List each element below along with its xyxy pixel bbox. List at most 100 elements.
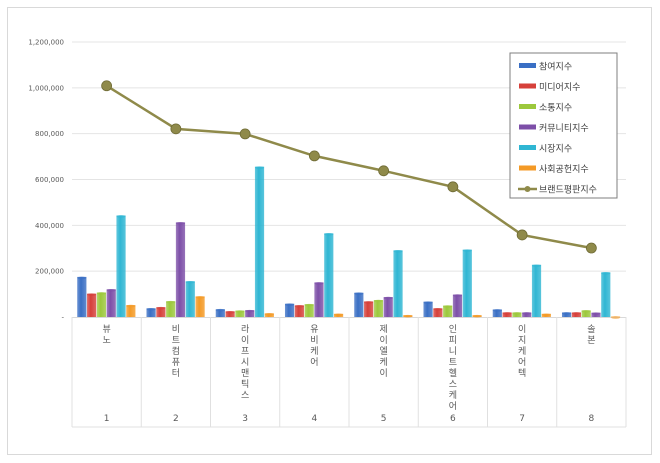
category-label-char: 제 bbox=[379, 324, 387, 335]
bar-커뮤니티지수 bbox=[452, 294, 463, 317]
bar-cap bbox=[146, 307, 156, 311]
category-label-char: 프 bbox=[241, 347, 249, 357]
bar-cap bbox=[96, 292, 107, 295]
line-point bbox=[308, 150, 320, 162]
bar-cap bbox=[433, 307, 443, 311]
bar-참여지수 bbox=[284, 303, 295, 317]
category-label-char: 이 bbox=[518, 324, 526, 335]
bar-cap bbox=[502, 312, 512, 315]
category-label-char: 시 bbox=[241, 357, 249, 368]
bar-시장지수 bbox=[601, 272, 611, 317]
bar-cap bbox=[304, 303, 314, 307]
bar-소통지수 bbox=[166, 301, 176, 317]
bar-cap bbox=[512, 312, 522, 315]
bar-cap bbox=[403, 314, 413, 318]
bar-소통지수 bbox=[235, 310, 245, 317]
bar-cap bbox=[452, 294, 463, 297]
bar-cap bbox=[185, 280, 195, 284]
category-label-char: 인 bbox=[449, 324, 457, 335]
line-point bbox=[239, 128, 251, 140]
bar-미디어지수 bbox=[433, 308, 443, 317]
category-label-char: 라 bbox=[241, 324, 250, 335]
category-label-char: 유 bbox=[310, 324, 318, 335]
bar-cap bbox=[264, 313, 274, 316]
bar-cap bbox=[324, 233, 334, 236]
bar-cap bbox=[284, 303, 295, 307]
line-point bbox=[447, 181, 459, 193]
bar-cap bbox=[333, 313, 344, 317]
bar-cap bbox=[364, 301, 374, 304]
category-label-char: 스 bbox=[449, 379, 457, 390]
bar-미디어지수 bbox=[294, 305, 304, 317]
category-label-char: 솔 bbox=[587, 324, 595, 335]
line-브랜드평판지수 bbox=[105, 84, 592, 250]
bar-cap bbox=[561, 312, 572, 315]
bar-cap bbox=[314, 282, 324, 285]
bar-시장지수 bbox=[393, 250, 403, 317]
y-tick-label: 1,000,000 bbox=[28, 84, 64, 92]
legend-label: 미디어지수 bbox=[539, 82, 580, 93]
rank-label: 5 bbox=[381, 414, 387, 424]
bar-cap bbox=[610, 316, 621, 319]
bar-소통지수 bbox=[304, 304, 314, 317]
bar-cap bbox=[591, 312, 601, 315]
line-point bbox=[101, 80, 113, 92]
bar-cap bbox=[462, 249, 472, 252]
legend-swatch bbox=[519, 104, 536, 109]
y-tick-label: 1,200,000 bbox=[28, 39, 64, 47]
bar-참여지수 bbox=[492, 309, 502, 317]
legend-swatch bbox=[519, 165, 536, 171]
bar-사회공헌지수 bbox=[195, 296, 205, 317]
bar-cap bbox=[423, 301, 433, 304]
bar-cap bbox=[472, 314, 482, 318]
bar-참여지수 bbox=[215, 309, 225, 317]
legend-label: 참여지수 bbox=[539, 61, 572, 73]
category-label-char: 케 bbox=[310, 346, 318, 357]
bar-cap bbox=[383, 296, 393, 300]
rank-label: 6 bbox=[450, 414, 456, 424]
bar-소통지수 bbox=[373, 300, 384, 317]
bar-cap bbox=[581, 310, 591, 313]
legend-swatch bbox=[519, 63, 536, 68]
category-label-char: 컴 bbox=[172, 345, 180, 357]
category-label-char: 케 bbox=[449, 390, 457, 401]
category-label-char: 비 bbox=[172, 324, 180, 335]
bar-cap bbox=[225, 310, 235, 314]
bar-미디어지수 bbox=[87, 293, 97, 317]
bar-시장지수 bbox=[324, 233, 334, 317]
bar-커뮤니티지수 bbox=[383, 297, 393, 317]
bar-cap bbox=[373, 299, 384, 303]
category-label-char: 맨 bbox=[241, 368, 249, 379]
rank-label: 3 bbox=[242, 414, 248, 424]
bar-cap bbox=[522, 312, 532, 315]
category-label-char: 트 bbox=[172, 336, 180, 346]
bar-시장지수 bbox=[462, 249, 472, 317]
bar-미디어지수 bbox=[225, 311, 235, 317]
bar-cap bbox=[116, 215, 126, 218]
bar-cap bbox=[492, 309, 502, 312]
y-tick-label: 200,000 bbox=[35, 268, 64, 276]
bar-참여지수 bbox=[423, 301, 433, 317]
y-tick-label: 600,000 bbox=[35, 176, 64, 184]
category-label-char: 엘 bbox=[379, 346, 387, 357]
bar-cap bbox=[601, 272, 611, 275]
bar-커뮤니티지수 bbox=[106, 289, 116, 317]
y-tick-label: 800,000 bbox=[35, 130, 64, 138]
rank-label: 7 bbox=[519, 414, 525, 424]
bar-cap bbox=[195, 296, 205, 299]
bar-소통지수 bbox=[443, 305, 453, 317]
bar-cap bbox=[126, 304, 136, 308]
category-label-char: 어 bbox=[518, 357, 526, 368]
legend-label: 커뮤니티지수 bbox=[539, 123, 589, 134]
bar-참여지수 bbox=[354, 292, 364, 317]
category-label-char: 노 bbox=[102, 335, 110, 346]
category-label-char: 지 bbox=[518, 335, 526, 346]
category-label-char: 이 bbox=[241, 335, 249, 346]
bar-cap bbox=[245, 309, 255, 313]
bar-cap bbox=[87, 293, 97, 296]
y-tick-label: - bbox=[61, 314, 64, 322]
chart-frame bbox=[7, 7, 652, 455]
line-point bbox=[170, 123, 182, 135]
bar-시장지수 bbox=[531, 264, 542, 317]
category-label-char: 터 bbox=[172, 368, 180, 379]
